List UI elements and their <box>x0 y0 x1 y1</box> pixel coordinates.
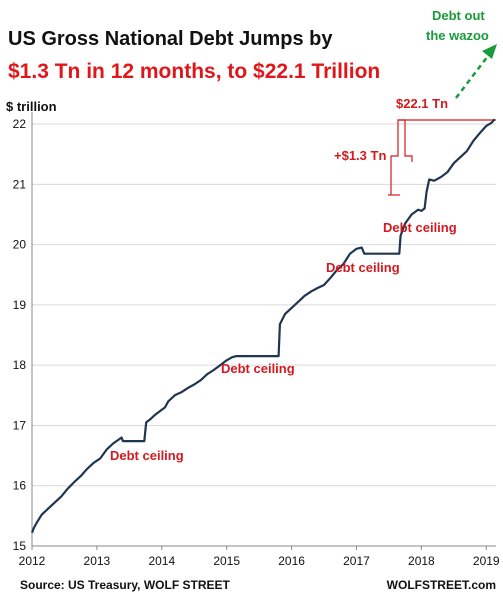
jump-bracket <box>388 119 496 196</box>
data-series <box>30 118 496 534</box>
chart-title: US Gross National Debt Jumps by <box>8 28 333 50</box>
y-tick-22: 22 <box>13 117 27 131</box>
annotation-jump: +$1.3 Tn <box>334 148 386 163</box>
x-tick-2014: 2014 <box>148 554 175 568</box>
y-axis-unit-label: $ trillion <box>6 99 57 114</box>
y-tick-20: 20 <box>13 238 27 252</box>
x-tick-2016: 2016 <box>278 554 305 568</box>
watermark: WOLFSTREET.com <box>387 578 496 592</box>
y-tick-17: 17 <box>13 418 27 432</box>
y-tick-18: 18 <box>13 358 27 372</box>
annotation-wazoo-line1: Debt out <box>432 8 485 23</box>
annotation-debt-ceiling-2013: Debt ceiling <box>110 448 184 463</box>
y-tick-16: 16 <box>13 479 27 493</box>
x-tick-2013: 2013 <box>84 554 111 568</box>
x-tick-labels: 2012 2013 2014 2015 2016 2017 2018 2019 <box>19 554 500 568</box>
debt-series-line-0 <box>30 118 496 534</box>
annotation-debt-ceiling-2015: Debt ceiling <box>221 361 295 376</box>
source-note: Source: US Treasury, WOLF STREET <box>20 578 230 592</box>
x-tick-2012: 2012 <box>19 554 46 568</box>
jump-arrow <box>390 119 413 195</box>
x-tick-2015: 2015 <box>213 554 240 568</box>
wazoo-arrow <box>455 44 497 99</box>
gridlines <box>32 123 496 547</box>
chart-subtitle: $1.3 Tn in 12 months, to $22.1 Trillion <box>8 60 380 83</box>
y-tick-21: 21 <box>13 177 27 191</box>
x-tick-2019: 2019 <box>473 554 500 568</box>
y-tick-19: 19 <box>13 298 27 312</box>
annotation-debt-ceiling-2018: Debt ceiling <box>383 220 457 235</box>
annotation-latest-value: $22.1 Tn <box>396 96 448 111</box>
y-tick-labels: 15 16 17 18 19 20 21 22 <box>13 117 27 553</box>
axes <box>31 112 496 550</box>
x-tick-2017: 2017 <box>343 554 370 568</box>
y-tick-15: 15 <box>13 539 27 553</box>
annotation-debt-ceiling-2017: Debt ceiling <box>326 260 400 275</box>
annotation-wazoo-line2: the wazoo <box>426 28 489 43</box>
x-tick-2018: 2018 <box>408 554 435 568</box>
